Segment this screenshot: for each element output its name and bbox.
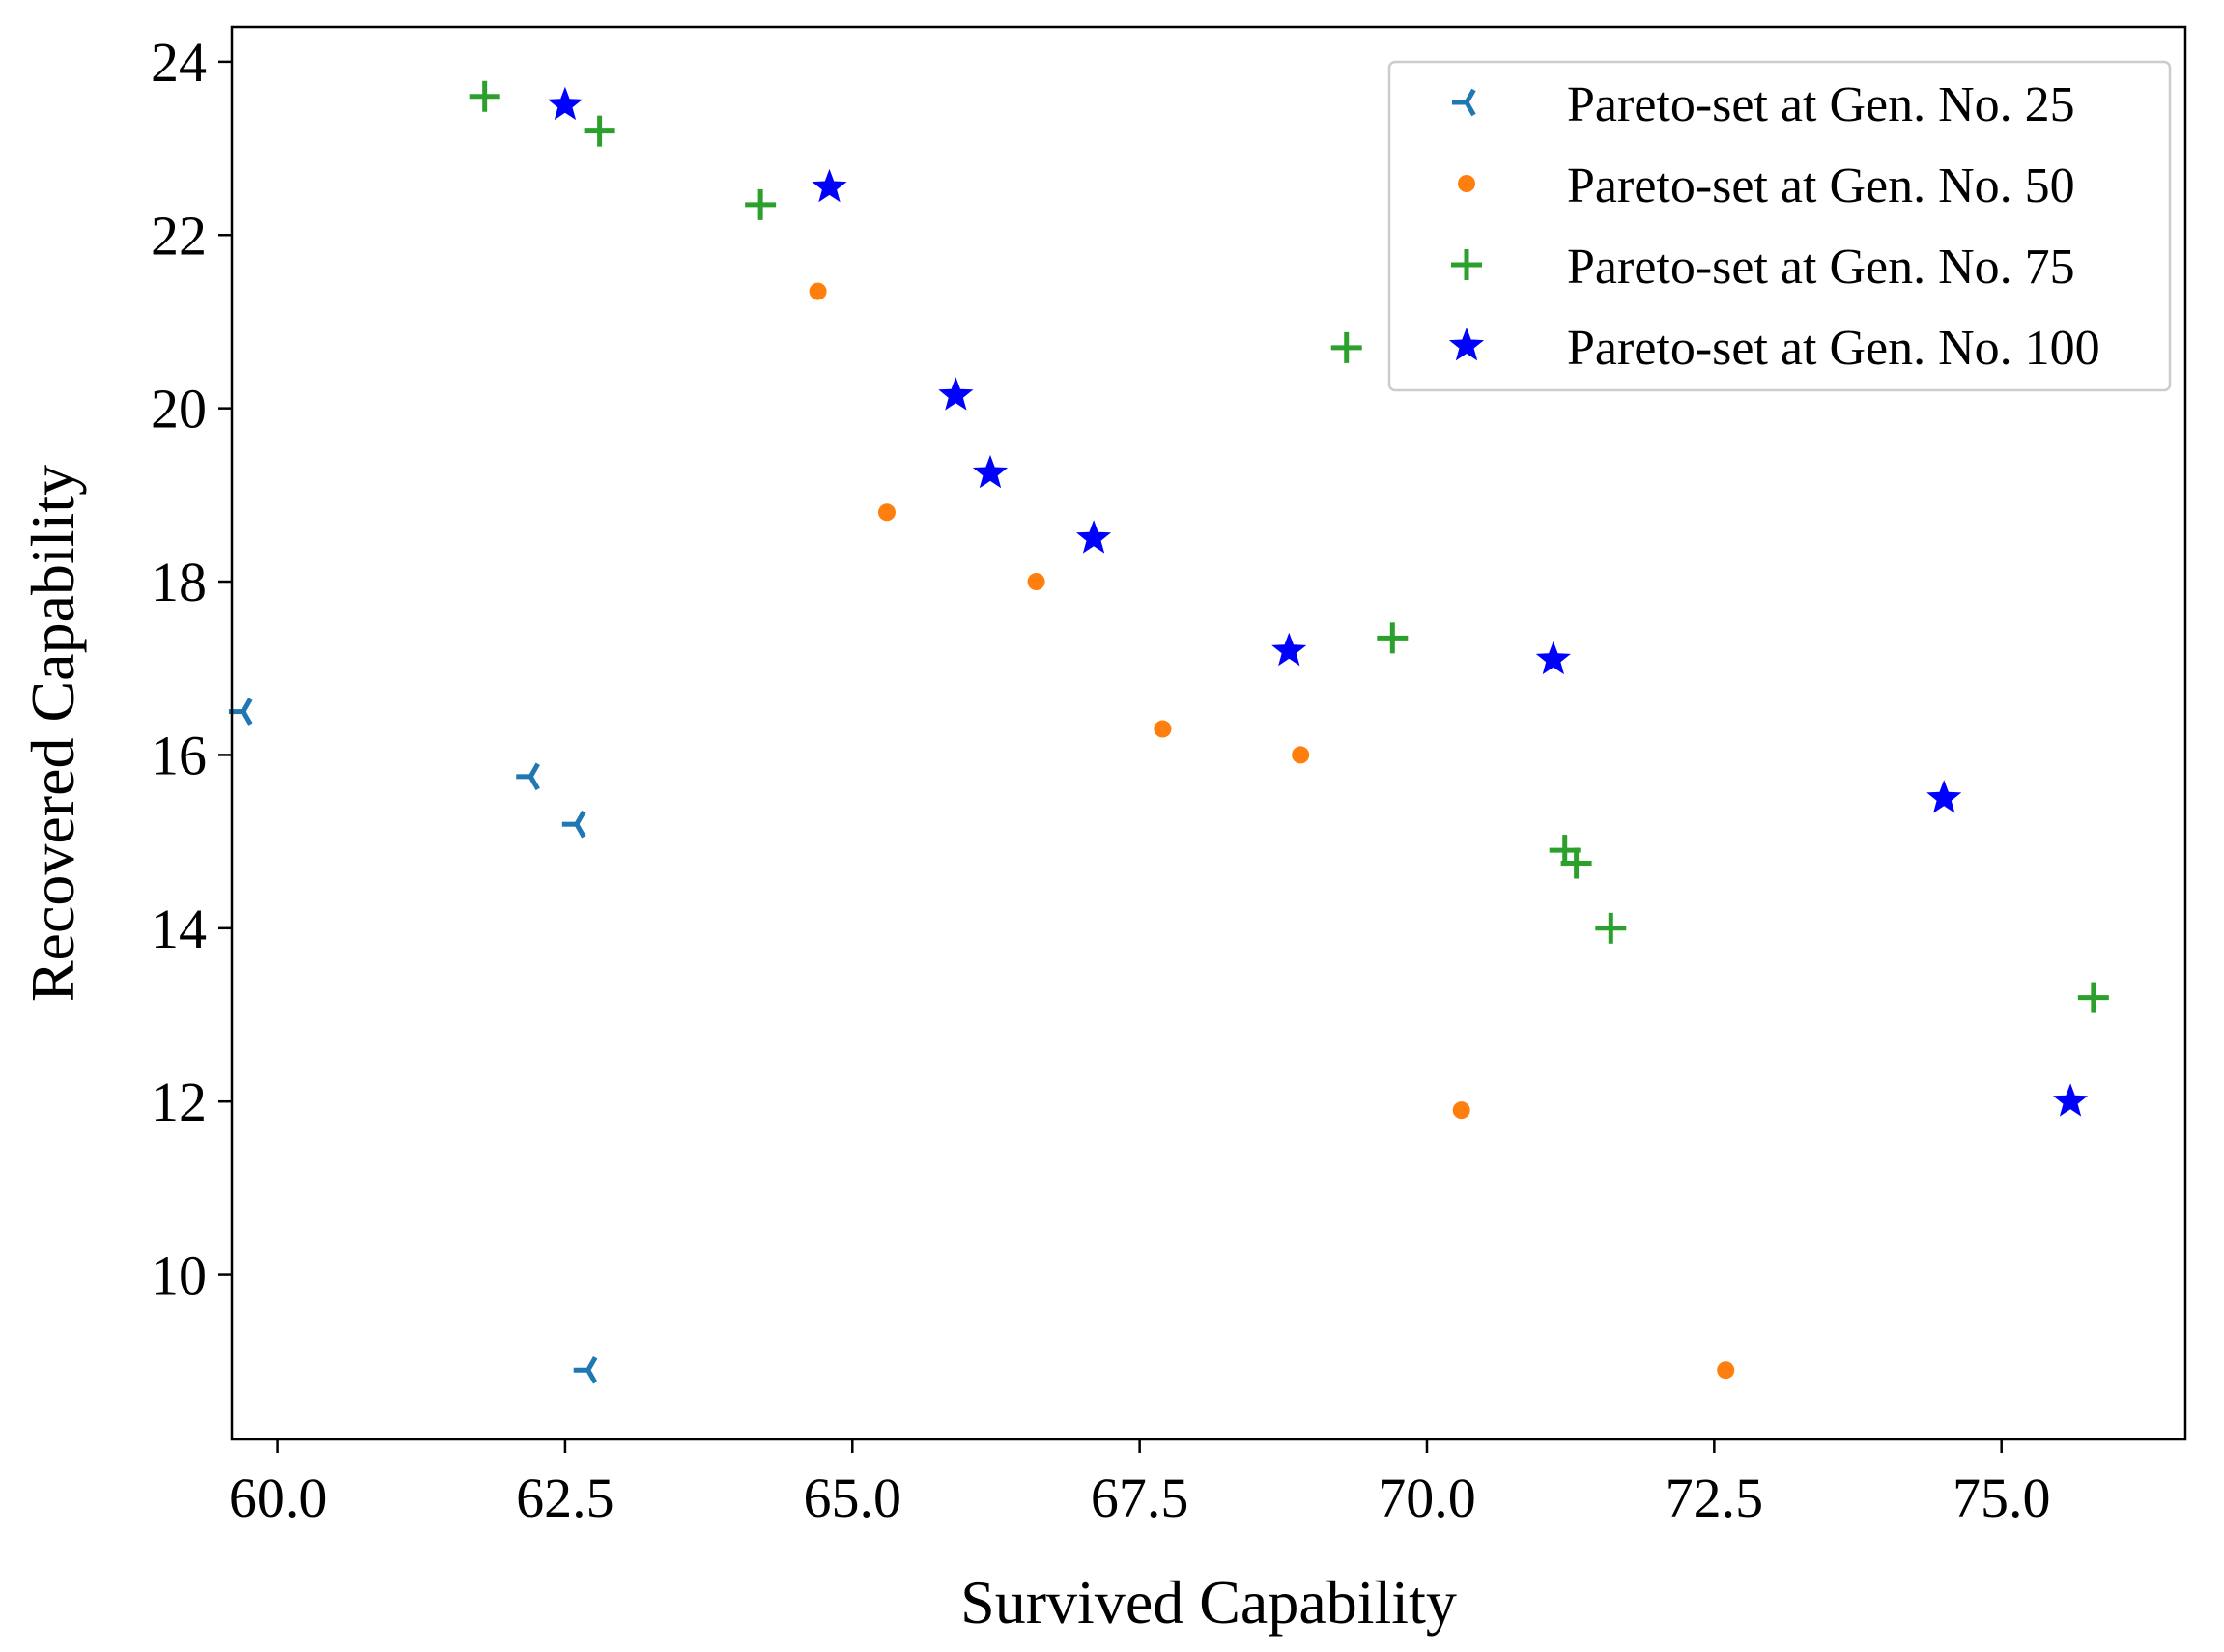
x-tick-label: 62.5 — [516, 1467, 614, 1529]
data-point — [561, 810, 586, 839]
data-point — [469, 80, 500, 112]
x-tick-label: 72.5 — [1666, 1467, 1764, 1529]
y-axis: 10 12 14 16 18 20 22 24 — [151, 31, 232, 1307]
data-point — [938, 377, 974, 411]
data-point — [1535, 641, 1571, 675]
x-tick-label: 65.0 — [804, 1467, 902, 1529]
data-point — [547, 86, 583, 121]
data-point — [1926, 780, 1962, 813]
legend-entry: Pareto-set at Gen. No. 25 — [1452, 77, 2075, 132]
legend-entry: Pareto-set at Gen. No. 75 — [1451, 240, 2075, 295]
data-point — [584, 115, 615, 147]
legend-label: Pareto-set at Gen. No. 75 — [1567, 240, 2075, 295]
data-point — [809, 282, 827, 300]
data-point — [1717, 1361, 1735, 1380]
y-tick-label: 20 — [151, 378, 207, 441]
plot-frame — [230, 25, 2187, 1441]
data-point — [2053, 1083, 2089, 1117]
x-tick-label: 60.0 — [229, 1467, 328, 1529]
legend-marker — [1448, 328, 1485, 361]
data-point — [1452, 1101, 1470, 1120]
legend-entry: Pareto-set at Gen. No. 100 — [1448, 321, 2100, 376]
data-point — [1027, 573, 1045, 591]
data-point — [1330, 331, 1362, 363]
data-marks — [228, 80, 2109, 1384]
legend-entry: Pareto-set at Gen. No. 50 — [1458, 158, 2075, 214]
data-point — [516, 762, 540, 791]
legend-marker — [1458, 175, 1475, 192]
legend-label: Pareto-set at Gen. No. 100 — [1567, 321, 2100, 376]
x-tick-label: 75.0 — [1953, 1467, 2051, 1529]
data-point — [1292, 746, 1310, 764]
data-point — [1595, 912, 1627, 944]
series-3 — [469, 80, 2109, 1013]
data-point — [745, 188, 777, 220]
data-point — [972, 454, 1009, 489]
x-axis: 60.0 62.5 65.0 67.5 70.0 72.5 75.0 — [229, 1439, 2051, 1529]
legend-label: Pareto-set at Gen. No. 50 — [1567, 158, 2075, 214]
legend-marker — [1452, 88, 1476, 117]
y-tick-label: 14 — [151, 897, 207, 960]
data-point — [573, 1355, 598, 1384]
data-point — [2077, 982, 2109, 1013]
legend-label: Pareto-set at Gen. No. 25 — [1567, 77, 2075, 132]
y-tick-label: 22 — [151, 204, 207, 267]
series-4 — [547, 86, 2089, 1117]
legend-marker — [1451, 249, 1482, 280]
data-point — [812, 168, 847, 203]
y-tick-label: 24 — [151, 31, 207, 94]
y-tick-label: 18 — [151, 551, 207, 613]
x-tick-label: 67.5 — [1091, 1467, 1189, 1529]
y-axis-label: Recovered Capability — [18, 465, 87, 1002]
series-1 — [228, 698, 598, 1384]
data-point — [1271, 632, 1307, 667]
data-point — [1377, 622, 1409, 654]
y-tick-label: 16 — [151, 724, 207, 786]
data-point — [877, 503, 896, 522]
x-tick-label: 70.0 — [1378, 1467, 1476, 1529]
legend-box — [1387, 60, 2172, 392]
x-axis-label: Survived Capability — [960, 1568, 1457, 1637]
y-tick-label: 12 — [151, 1070, 207, 1133]
data-point — [1076, 520, 1112, 554]
data-point — [1154, 720, 1172, 738]
y-tick-label: 10 — [151, 1244, 207, 1307]
data-point — [1560, 847, 1592, 879]
series-2 — [809, 282, 1735, 1380]
legend: Pareto-set at Gen. No. 25 Pareto-set at G… — [1387, 60, 2172, 392]
